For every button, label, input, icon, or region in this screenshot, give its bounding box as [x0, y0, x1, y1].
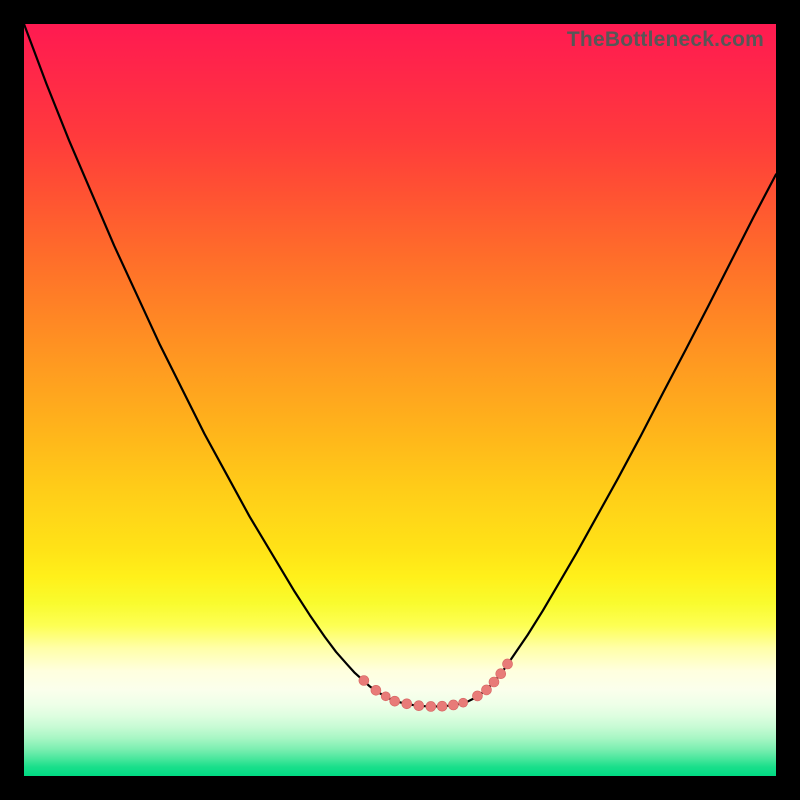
curve-marker [489, 677, 499, 687]
curve-marker [496, 669, 506, 679]
chart-svg [24, 24, 776, 776]
plot-area: TheBottleneck.com [24, 24, 776, 776]
curve-marker [402, 699, 412, 709]
outer-frame: TheBottleneck.com [0, 0, 800, 800]
curve-marker [371, 685, 381, 695]
curve-marker [459, 698, 468, 707]
curve-marker [381, 692, 390, 701]
curve-marker [390, 696, 400, 706]
gradient-bg [24, 24, 776, 776]
curve-marker [437, 701, 447, 711]
curve-marker [503, 659, 513, 669]
curve-marker [448, 700, 458, 710]
curve-marker [426, 701, 436, 711]
curve-marker [414, 701, 424, 711]
curve-marker [472, 691, 482, 701]
curve-marker [359, 676, 369, 686]
curve-marker [481, 685, 491, 695]
